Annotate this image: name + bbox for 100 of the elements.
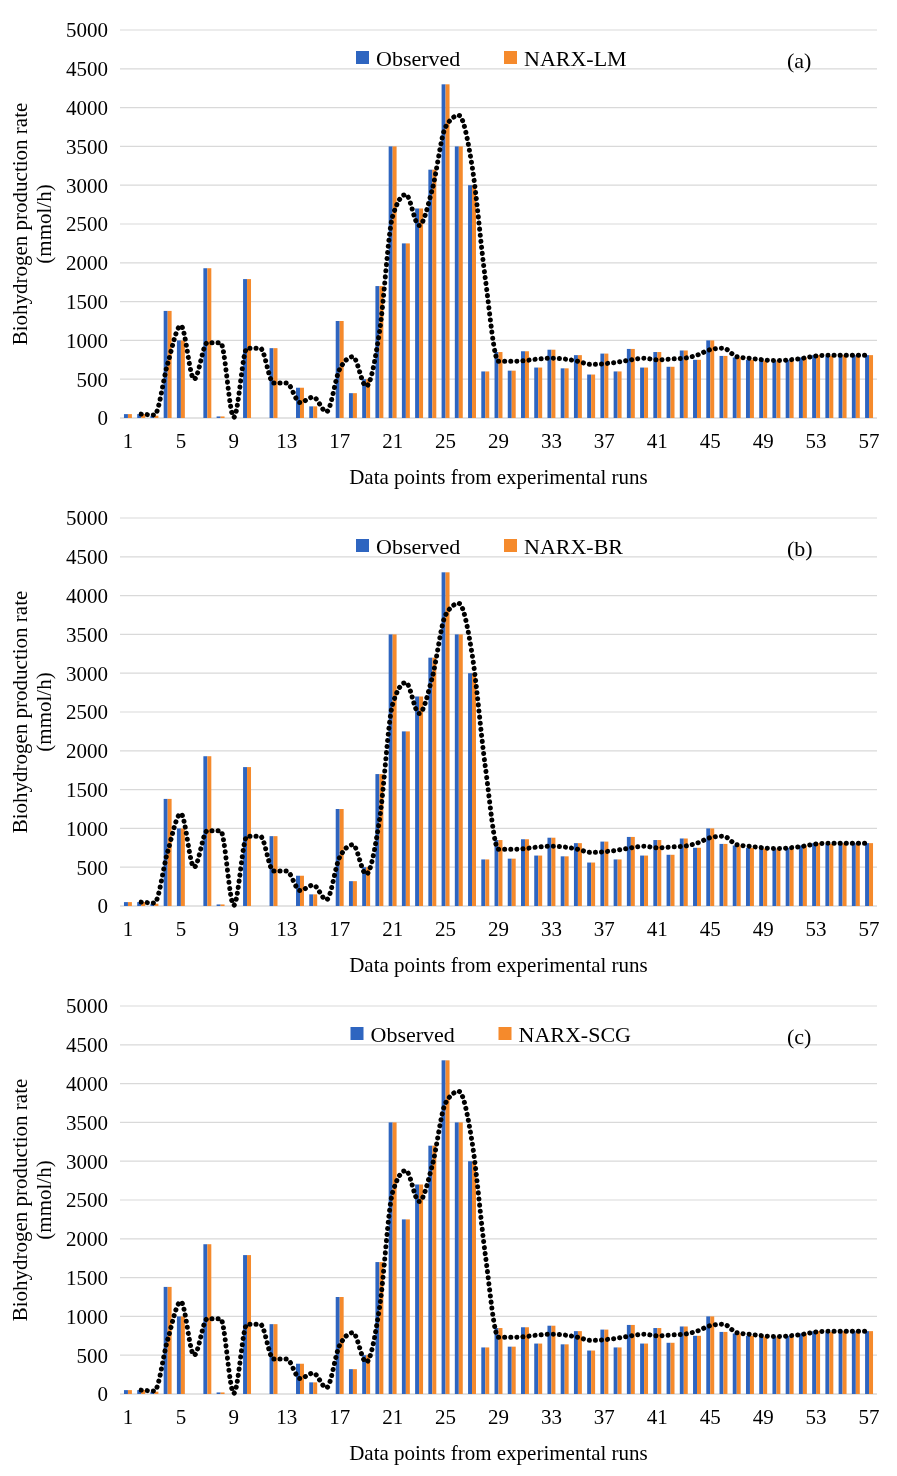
bar bbox=[419, 696, 424, 906]
bar bbox=[869, 355, 874, 418]
bar bbox=[630, 836, 635, 906]
x-tick-label: 25 bbox=[435, 1405, 457, 1429]
bar bbox=[299, 387, 304, 418]
bar bbox=[547, 1325, 552, 1394]
bar bbox=[551, 837, 556, 906]
bar bbox=[458, 146, 463, 418]
bar bbox=[736, 845, 741, 906]
bar bbox=[547, 349, 552, 418]
bar bbox=[617, 1347, 622, 1394]
bar bbox=[789, 847, 794, 906]
bar bbox=[419, 1184, 424, 1394]
bar bbox=[816, 1331, 821, 1394]
x-tick-label: 5 bbox=[175, 917, 187, 941]
bar bbox=[829, 355, 834, 418]
y-tick-label: 500 bbox=[76, 855, 108, 880]
bar bbox=[723, 355, 728, 418]
bar bbox=[666, 366, 671, 418]
bar bbox=[538, 1343, 543, 1394]
bar bbox=[481, 859, 486, 906]
y-tick-label: 2000 bbox=[66, 1227, 108, 1252]
bar bbox=[313, 894, 318, 906]
bar bbox=[547, 837, 552, 906]
y-tick-label: 500 bbox=[76, 367, 108, 392]
bar bbox=[802, 357, 807, 418]
bar bbox=[763, 848, 768, 906]
x-tick-label: 53 bbox=[805, 917, 827, 941]
x-tick-label: 25 bbox=[435, 917, 457, 941]
bar bbox=[392, 1122, 397, 1394]
bar bbox=[551, 1325, 556, 1394]
bar bbox=[679, 1326, 684, 1394]
bar bbox=[869, 1331, 874, 1394]
bar bbox=[587, 374, 592, 418]
bar bbox=[706, 828, 711, 906]
bar bbox=[644, 367, 649, 418]
y-axis-title: Biohydrogen production rate (mmol/h) bbox=[7, 102, 57, 346]
bar bbox=[564, 1344, 569, 1394]
bar bbox=[432, 169, 437, 418]
bar bbox=[468, 1161, 473, 1394]
bar bbox=[838, 1331, 843, 1394]
y-tick-label: 3000 bbox=[66, 173, 108, 198]
x-tick-label: 17 bbox=[329, 917, 351, 941]
bar bbox=[749, 847, 754, 906]
bar bbox=[785, 847, 790, 906]
bar bbox=[697, 1335, 701, 1394]
bar bbox=[428, 1145, 433, 1394]
y-tick-label: 4500 bbox=[66, 57, 108, 82]
bar bbox=[732, 1333, 737, 1394]
bar bbox=[538, 855, 543, 906]
y-tick-label: 3000 bbox=[66, 661, 108, 686]
bar bbox=[697, 359, 701, 418]
bar bbox=[644, 1343, 649, 1394]
x-tick-label: 57 bbox=[858, 917, 880, 941]
x-axis-title: Data points from experimental runs bbox=[349, 465, 648, 489]
bar bbox=[865, 355, 870, 418]
x-tick-label: 57 bbox=[858, 1405, 880, 1429]
bar bbox=[339, 809, 344, 906]
x-tick-label: 5 bbox=[175, 429, 187, 453]
bar bbox=[577, 355, 582, 418]
bar bbox=[207, 756, 212, 906]
bar bbox=[176, 340, 181, 418]
x-axis-title: Data points from experimental runs bbox=[349, 953, 648, 977]
x-tick-label: 17 bbox=[329, 429, 351, 453]
bar bbox=[388, 146, 393, 418]
y-tick-label: 0 bbox=[97, 406, 108, 431]
bar bbox=[683, 350, 688, 418]
bar bbox=[640, 855, 645, 906]
x-tick-label: 49 bbox=[752, 917, 774, 941]
bar bbox=[485, 371, 490, 418]
bar bbox=[679, 350, 684, 418]
bar bbox=[785, 1335, 790, 1394]
bar bbox=[127, 902, 132, 906]
x-tick-label: 9 bbox=[228, 917, 240, 941]
bar bbox=[855, 843, 860, 906]
bar bbox=[352, 393, 357, 418]
x-tick-label: 13 bbox=[276, 429, 298, 453]
bar bbox=[441, 1060, 446, 1394]
bar bbox=[313, 1382, 318, 1394]
bar bbox=[560, 1344, 565, 1394]
bar bbox=[617, 859, 622, 906]
bar bbox=[657, 352, 662, 418]
x-tick-label: 9 bbox=[228, 1405, 240, 1429]
bar bbox=[468, 673, 473, 906]
bar bbox=[802, 845, 807, 906]
bar bbox=[309, 406, 314, 418]
x-axis-title: Data points from experimental runs bbox=[349, 1441, 648, 1465]
x-tick-label: 29 bbox=[488, 1405, 509, 1429]
x-tick-label: 25 bbox=[435, 429, 457, 453]
bar bbox=[243, 767, 248, 906]
bar bbox=[745, 847, 750, 906]
bar bbox=[485, 859, 490, 906]
x-tick-label: 1 bbox=[122, 1405, 134, 1429]
x-tick-label: 49 bbox=[752, 1405, 774, 1429]
bar bbox=[207, 1244, 212, 1394]
bar bbox=[617, 371, 622, 418]
bar bbox=[732, 357, 737, 418]
bar bbox=[454, 1122, 459, 1394]
bar bbox=[401, 731, 406, 906]
bar bbox=[591, 374, 596, 418]
